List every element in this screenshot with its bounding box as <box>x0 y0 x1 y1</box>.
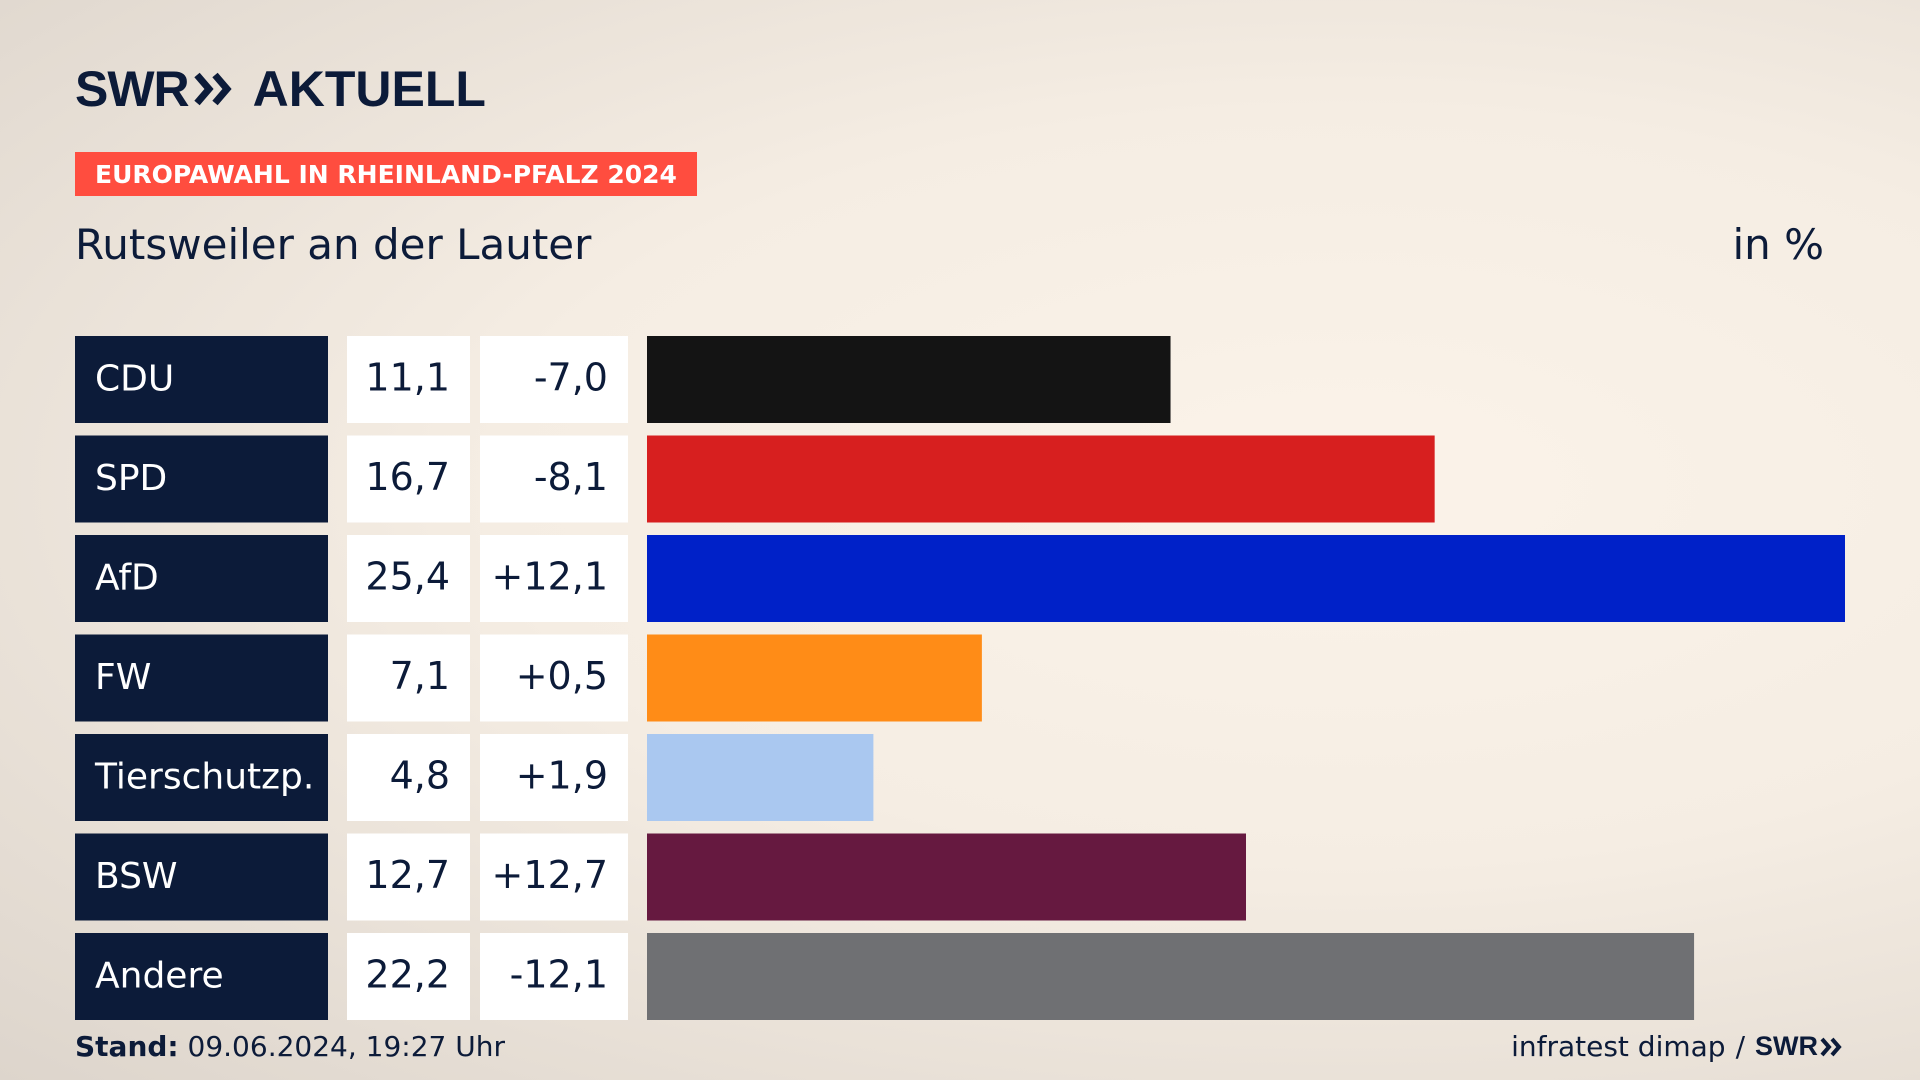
footer-swr-logo: SWR <box>1755 1031 1844 1062</box>
stand-label: Stand: <box>75 1030 179 1063</box>
change-box <box>480 634 628 722</box>
party-label: CDU <box>95 359 174 400</box>
footer-double-chevron-icon <box>1820 1037 1842 1056</box>
logo-program-text: AKTUELL <box>252 61 486 117</box>
vote-share-box <box>347 634 470 722</box>
result-bar <box>647 634 982 722</box>
party-label-box <box>75 634 328 722</box>
change-box <box>480 336 628 423</box>
party-label-box <box>75 336 328 423</box>
change-label: +1,9 <box>516 754 608 798</box>
change-label: -7,0 <box>534 356 608 400</box>
party-label: FW <box>95 657 151 698</box>
party-label: Tierschutzp. <box>94 757 314 798</box>
change-box <box>480 933 628 1020</box>
change-box <box>480 535 628 622</box>
vote-share-box <box>347 535 470 622</box>
party-label: AfD <box>95 558 159 599</box>
change-label: -8,1 <box>534 455 608 499</box>
result-bar <box>647 336 1171 423</box>
vote-share-box <box>347 435 470 523</box>
party-label-box <box>75 734 328 821</box>
party-label: Andere <box>95 956 224 997</box>
vote-share-label: 4,8 <box>390 754 450 798</box>
vote-share-box <box>347 336 470 423</box>
double-chevron-icon <box>193 72 232 106</box>
footer-logo-text: SWR <box>1755 1031 1818 1061</box>
party-label-box <box>75 435 328 523</box>
change-box <box>480 833 628 921</box>
change-label: +12,7 <box>492 853 608 897</box>
result-bar <box>647 833 1246 921</box>
change-box <box>480 734 628 821</box>
source-credit: infratest dimap / SWR <box>1511 1030 1844 1063</box>
party-label-box <box>75 535 328 622</box>
location-title: Rutsweiler an der Lauter <box>75 220 592 269</box>
vote-share-label: 22,2 <box>365 953 450 997</box>
vote-share-box <box>347 833 470 921</box>
change-label: +12,1 <box>492 555 608 599</box>
logo-swr-text: SWR <box>75 61 190 117</box>
party-label-box <box>75 833 328 921</box>
party-label: BSW <box>95 856 178 897</box>
change-label: +0,5 <box>516 654 608 698</box>
vote-share-label: 11,1 <box>365 356 450 400</box>
result-bar <box>647 535 1845 622</box>
swr-aktuell-logo: SWR AKTUELL <box>75 64 486 114</box>
vote-share-label: 12,7 <box>365 853 450 897</box>
result-bar <box>647 435 1435 523</box>
vote-share-label: 7,1 <box>390 654 450 698</box>
vote-share-label: 16,7 <box>365 455 450 499</box>
change-label: -12,1 <box>510 953 608 997</box>
party-label-box <box>75 933 328 1020</box>
vote-share-box <box>347 933 470 1020</box>
source-separator: / <box>1735 1030 1745 1063</box>
vote-share-box <box>347 734 470 821</box>
change-box <box>480 435 628 523</box>
result-bar <box>647 933 1695 1020</box>
unit-label: in % <box>1732 220 1824 269</box>
vote-share-label: 25,4 <box>365 555 450 599</box>
party-label: SPD <box>95 458 167 499</box>
result-bar <box>647 734 874 821</box>
source-name: infratest dimap <box>1511 1030 1726 1063</box>
election-badge: EUROPAWAHL IN RHEINLAND-PFALZ 2024 <box>75 152 697 196</box>
timestamp: Stand: 09.06.2024, 19:27 Uhr <box>75 1030 505 1063</box>
stand-value: 09.06.2024, 19:27 Uhr <box>187 1030 505 1063</box>
